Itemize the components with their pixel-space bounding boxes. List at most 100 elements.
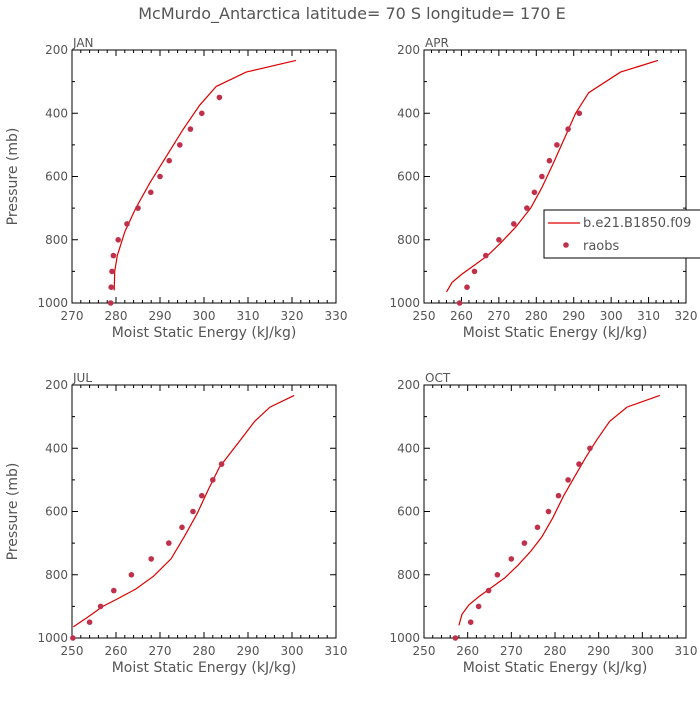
raobs-point: [494, 572, 501, 578]
raobs-point: [524, 205, 530, 211]
raobs-point: [148, 189, 154, 196]
plot-frame: [423, 49, 687, 304]
raobs-point: [210, 477, 216, 483]
raobs-point: [199, 492, 205, 499]
raobs-point: [545, 508, 552, 515]
x-tick-label: 310: [637, 309, 660, 323]
x-tick-label: 300: [193, 309, 216, 323]
raobs-point: [148, 556, 154, 562]
raobs-point: [565, 126, 571, 132]
raobs-point: [534, 524, 541, 531]
raobs-point: [555, 492, 562, 499]
raobs-point: [587, 445, 593, 452]
raobs-point: [531, 189, 538, 196]
y-tick-label: 800: [45, 568, 68, 582]
model-profile-line: [113, 59, 297, 291]
x-tick-label: 330: [325, 309, 348, 323]
raobs-point: [70, 635, 76, 641]
plot-frame: [423, 384, 687, 639]
x-tick-label: 250: [413, 309, 436, 323]
x-tick-label: 320: [281, 309, 304, 323]
raobs-point: [483, 252, 489, 259]
raobs-point: [108, 284, 114, 291]
x-tick-label: 310: [675, 644, 698, 658]
x-tick-label: 310: [325, 644, 348, 658]
raobs-point: [110, 252, 117, 259]
raobs-point: [485, 587, 492, 594]
model-profile-line: [458, 394, 661, 626]
y-tick-label: 600: [397, 505, 420, 519]
panel-oct: OCT 250 260 270 280 290 300 310 200 400 600 800 1000…: [389, 371, 697, 676]
panel-title: APR: [425, 36, 449, 50]
raobs-point: [166, 157, 172, 164]
raobs-point: [496, 237, 502, 243]
x-tick-label: 270: [149, 644, 172, 658]
x-axis-label: Moist Static Energy (kJ/kg): [112, 660, 297, 676]
x-tick-label: 320: [675, 309, 698, 323]
x-tick-label: 260: [450, 309, 473, 323]
y-tick-label: 600: [397, 170, 420, 184]
y-tick-label: 1000: [37, 631, 68, 645]
raobs-point: [546, 157, 553, 164]
y-tick-label: 600: [45, 505, 68, 519]
panel-jan: JAN 270 280 290 300 310 320 330 200 400 600 800 1000…: [5, 36, 347, 341]
raobs-point: [554, 142, 560, 148]
raobs-point: [107, 300, 114, 306]
x-tick-label: 290: [237, 644, 260, 658]
x-tick-label: 310: [237, 309, 260, 323]
raobs-point: [179, 524, 185, 531]
raobs-point: [521, 540, 528, 546]
y-tick-label: 1000: [389, 631, 420, 645]
raobs-point: [539, 173, 545, 180]
x-tick-label: 280: [193, 644, 216, 658]
plot-frame: [71, 384, 337, 639]
x-tick-label: 280: [544, 644, 567, 658]
raobs-point: [471, 268, 478, 275]
x-tick-label: 300: [281, 644, 304, 658]
raobs-point: [475, 603, 482, 610]
y-tick-label: 1000: [389, 296, 420, 310]
y-tick-label: 200: [397, 378, 420, 392]
model-profile-line: [72, 394, 295, 628]
x-tick-label: 250: [413, 644, 436, 658]
y-tick-label: 400: [45, 106, 68, 120]
x-tick-label: 260: [456, 644, 479, 658]
y-axis-label: Pressure (mb): [5, 463, 21, 561]
y-tick-label: 200: [45, 378, 68, 392]
panel-title: JUL: [72, 371, 92, 385]
raobs-point: [111, 587, 117, 594]
panel-title: JAN: [72, 36, 94, 50]
legend: b.e21.B1850.f09 raobs: [543, 209, 700, 259]
x-axis-label: Moist Static Energy (kJ/kg): [463, 660, 648, 676]
raobs-point: [511, 221, 517, 227]
y-axis-label: Pressure (mb): [5, 128, 21, 226]
raobs-point: [128, 572, 135, 578]
x-tick-label: 270: [61, 309, 84, 323]
y-tick-label: 400: [397, 106, 420, 120]
raobs-point: [464, 284, 470, 291]
panel-apr: APR 250 260 270 280 290 300 310 320 200 400 600 800 1…: [389, 36, 697, 341]
x-tick-label: 300: [600, 309, 623, 323]
raobs-point: [97, 603, 104, 610]
raobs-point: [157, 173, 163, 180]
y-tick-label: 400: [397, 441, 420, 455]
raobs-point: [135, 205, 141, 211]
raobs-point: [576, 110, 583, 117]
figure-title: McMurdo_Antarctica latitude= 70 S longit…: [138, 4, 566, 24]
x-tick-label: 300: [631, 644, 654, 658]
x-tick-label: 280: [105, 309, 128, 323]
y-tick-label: 200: [397, 43, 420, 57]
y-tick-label: 800: [45, 233, 68, 247]
raobs-point: [565, 477, 571, 483]
raobs-point: [166, 540, 172, 546]
raobs-point: [576, 461, 582, 467]
x-tick-label: 260: [105, 644, 128, 658]
x-tick-label: 290: [587, 644, 610, 658]
y-tick-label: 400: [45, 441, 68, 455]
raobs-point: [508, 556, 515, 562]
x-tick-label: 280: [525, 309, 548, 323]
y-tick-label: 800: [397, 568, 420, 582]
model-profile-line: [445, 59, 659, 293]
legend-model-label: b.e21.B1850.f09: [583, 216, 691, 231]
raobs-point: [187, 126, 194, 132]
